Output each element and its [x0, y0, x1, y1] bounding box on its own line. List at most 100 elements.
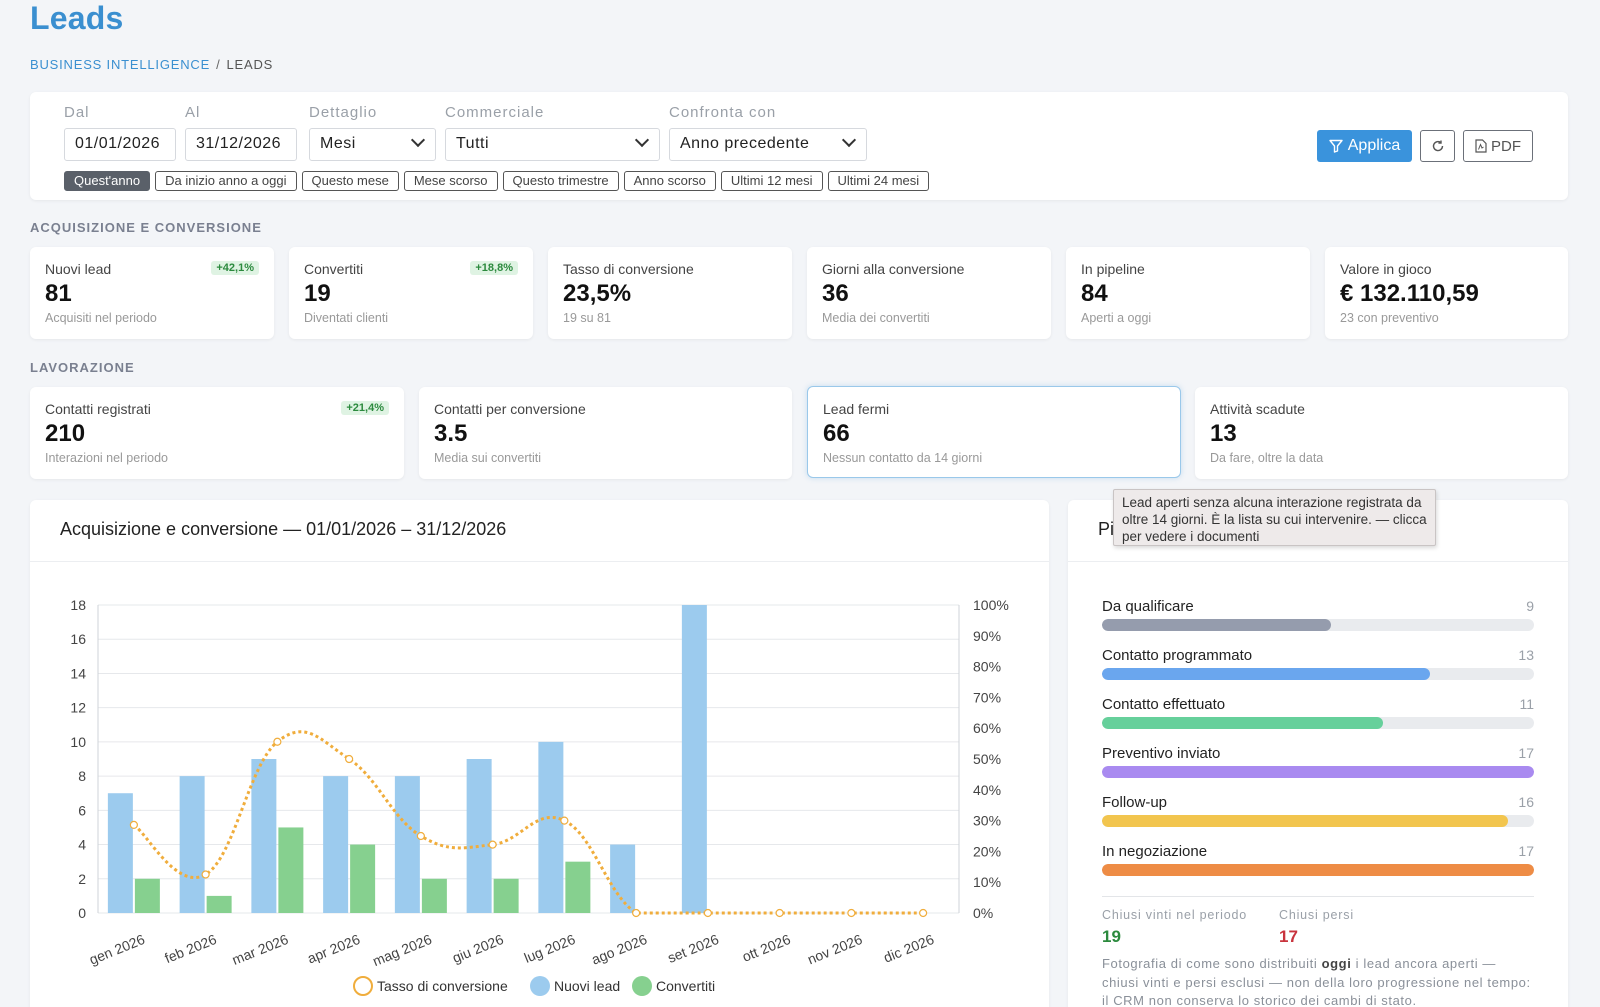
bar-convertiti	[134, 878, 160, 913]
refresh-button[interactable]	[1420, 130, 1455, 162]
pipeline-note-end: i lead ancora aperti — chiusi vinti e pe…	[1102, 956, 1531, 1007]
filter-panel: Dal 01/01/2026 Al 31/12/2026 Dettaglio M…	[30, 92, 1568, 200]
kpi-card-value-at-stake[interactable]: Valore in gioco € 132.110,59 23 con prev…	[1325, 247, 1568, 339]
detail-select[interactable]: Mesi	[309, 128, 436, 161]
stage-progress-track	[1102, 766, 1534, 778]
pdf-button[interactable]: PDF	[1463, 130, 1533, 162]
kpi-label: Giorni alla conversione	[822, 261, 965, 277]
point-tasso-di-conversione	[919, 908, 928, 918]
kpi-card-days-to-conversion[interactable]: Giorni alla conversione 36 Media dei con…	[807, 247, 1051, 339]
kpi-card-stalled-leads[interactable]: Lead fermi 66 Nessun contatto da 14 gior…	[807, 386, 1181, 478]
kpi-card-contacts-per-conversion[interactable]: Contatti per conversione 3.5 Media sui c…	[419, 387, 792, 479]
kpi-value: 66	[823, 420, 850, 447]
kpi-label: Lead fermi	[823, 401, 890, 417]
stage-name: Follow-up	[1102, 794, 1168, 811]
preset-last-year[interactable]: Anno scorso	[623, 171, 716, 191]
kpi-card-in-pipeline[interactable]: In pipeline 84 Aperti a oggi	[1066, 247, 1310, 339]
breadcrumb-separator: /	[216, 57, 221, 72]
x-tick-label: feb 2026	[162, 931, 219, 966]
stage-count: 13	[1518, 647, 1534, 663]
point-tasso-di-conversione	[775, 908, 784, 918]
chevron-down-icon	[841, 132, 857, 148]
bar-nuovi-lead	[538, 741, 564, 913]
bar-convertiti	[565, 861, 591, 913]
kpi-label: Tasso di conversione	[563, 261, 694, 277]
y-left-tick-label: 2	[78, 871, 86, 887]
preset-last-24-months[interactable]: Ultimi 24 mesi	[827, 171, 930, 191]
preset-last-12-months[interactable]: Ultimi 12 mesi	[720, 171, 823, 191]
kpi-subtitle: Diventati clienti	[304, 311, 389, 325]
kpi-value: 210	[45, 420, 86, 447]
point-tasso-di-conversione	[847, 908, 856, 918]
stage-name: Contatto effettuato	[1102, 696, 1226, 713]
kpi-card-converted[interactable]: Convertiti +18,8% 19 Diventati clienti	[289, 247, 533, 339]
y-left-tick-label: 18	[70, 597, 86, 613]
bar-convertiti	[493, 878, 519, 913]
pipeline-note-start: Fotografia di come sono distribuiti	[1102, 956, 1322, 971]
legend-label: Nuovi lead	[554, 978, 620, 994]
preset-this-quarter[interactable]: Questo trimestre	[502, 171, 619, 191]
x-tick-label: gen 2026	[87, 931, 147, 968]
page-title: Leads	[30, 0, 124, 36]
stage-progress-track	[1102, 864, 1534, 876]
stage-count: 11	[1519, 696, 1534, 712]
kpi-value: 13	[1210, 420, 1237, 447]
salesperson-select[interactable]: Tutti	[445, 128, 660, 161]
point-tasso-di-conversione	[632, 908, 641, 918]
kpi-card-contacts-registered[interactable]: Contatti registrati +21,4% 210 Interazio…	[30, 387, 404, 479]
date-from-input[interactable]: 01/01/2026	[64, 128, 176, 161]
y-right-tick-label: 70%	[973, 689, 1001, 705]
preset-this-month[interactable]: Questo mese	[301, 171, 399, 191]
apply-button-label: Applica	[1347, 137, 1401, 154]
preset-last-month[interactable]: Mese scorso	[403, 171, 498, 191]
kpi-value: 23,5%	[563, 280, 632, 307]
acquisition-chart: 0 2 4 6 8 10 12 14 16 18 0% 10% 20% 30% 40% 50% 60% 70% 80…	[70, 597, 1009, 996]
kpi-value: 84	[1081, 280, 1108, 307]
bar-nuovi-lead	[610, 844, 636, 913]
kpi-subtitle: Aperti a oggi	[1081, 311, 1152, 325]
y-left-tick-label: 14	[70, 665, 86, 681]
stage-count: 16	[1518, 794, 1534, 810]
refresh-icon	[1432, 140, 1443, 152]
kpi-value: 19	[304, 280, 331, 307]
x-tick-label: apr 2026	[305, 931, 362, 967]
bar-nuovi-lead	[681, 605, 707, 913]
x-tick-label: set 2026	[665, 931, 721, 966]
bar-nuovi-lead	[107, 793, 133, 913]
section-title-work: LAVORAZIONE	[30, 360, 135, 375]
breadcrumb-link-business-intelligence[interactable]: BUSINESS INTELLIGENCE	[30, 57, 211, 72]
x-tick-label: mag 2026	[370, 931, 434, 969]
kpi-card-new-leads[interactable]: Nuovi lead +42,1% 81 Acquisiti nel perio…	[30, 247, 274, 339]
kpi-card-overdue-activities[interactable]: Attività scadute 13 Da fare, oltre la da…	[1195, 387, 1568, 479]
kpi-card-conversion-rate[interactable]: Tasso di conversione 23,5% 19 su 81	[548, 247, 792, 339]
bar-nuovi-lead	[179, 776, 205, 913]
bar-convertiti	[350, 844, 376, 913]
preset-year-to-date[interactable]: Da inizio anno a oggi	[155, 171, 297, 191]
y-right-tick-label: 20%	[973, 843, 1001, 859]
date-from-label: Dal	[64, 104, 90, 121]
bar-convertiti	[421, 878, 447, 913]
legend-swatch	[632, 976, 652, 996]
y-left-tick-label: 0	[78, 905, 86, 921]
stage-count: 9	[1526, 598, 1534, 614]
kpi-subtitle: Media sui convertiti	[434, 451, 541, 465]
date-to-input[interactable]: 31/12/2026	[185, 128, 297, 161]
kpi-subtitle: Da fare, oltre la data	[1210, 451, 1324, 465]
x-tick-label: mar 2026	[230, 931, 291, 968]
preset-list: Quest'anno Da inizio anno a oggi Questo …	[64, 171, 930, 191]
compare-select[interactable]: Anno precedente	[669, 128, 867, 161]
x-tick-label: giu 2026	[450, 931, 506, 966]
bar-nuovi-lead	[251, 759, 277, 913]
point-tasso-di-conversione	[703, 908, 712, 918]
y-right-tick-label: 30%	[973, 813, 1001, 829]
x-tick-label: ago 2026	[589, 931, 649, 968]
kpi-value: € 132.110,59	[1340, 280, 1479, 307]
bar-convertiti	[278, 827, 304, 913]
point-tasso-di-conversione	[560, 816, 569, 825]
preset-this-year[interactable]: Quest'anno	[64, 171, 151, 191]
kpi-value: 81	[45, 280, 72, 307]
y-right-tick-label: 10%	[973, 874, 1001, 890]
apply-button[interactable]: Applica	[1317, 130, 1412, 162]
kpi-subtitle: Interazioni nel periodo	[45, 451, 168, 465]
